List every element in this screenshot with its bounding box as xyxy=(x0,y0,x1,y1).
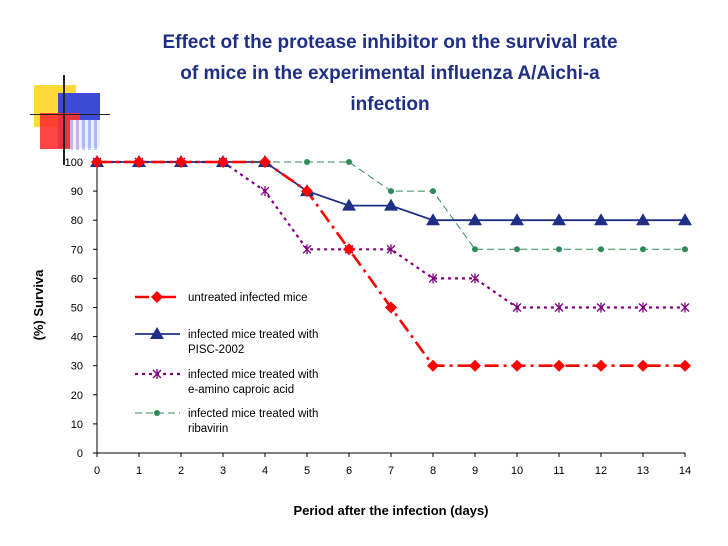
legend: untreated infected mice infected mice tre… xyxy=(135,291,318,435)
x-tick-label: 10 xyxy=(511,465,523,477)
data-point-s3-x6 xyxy=(346,159,352,165)
data-point-s2-x12 xyxy=(596,302,606,313)
data-point-s2-x7 xyxy=(386,244,396,255)
data-point-s2-x14 xyxy=(680,302,690,313)
legend-label-1: infected mice treated with xyxy=(188,329,318,341)
decor-stripes xyxy=(70,120,100,150)
data-point-s0-x1 xyxy=(133,156,145,168)
data-point-s1-x9 xyxy=(468,213,482,226)
series-line-2 xyxy=(97,160,685,309)
x-tick-label: 13 xyxy=(637,465,649,477)
chart-title-line-2: of mice in the experimental influenza A/… xyxy=(180,63,600,84)
data-point-s2-x10 xyxy=(512,302,522,313)
chart-title-line-1: Effect of the protease inhibitor on the … xyxy=(162,32,618,53)
y-tick-label: 100 xyxy=(65,157,83,169)
y-tick-label: 80 xyxy=(71,215,83,227)
x-tick-label: 7 xyxy=(388,465,394,477)
data-point-s3-x11 xyxy=(556,246,562,253)
data-point-s0-x3 xyxy=(217,156,229,168)
data-point-s3-x10 xyxy=(514,246,520,253)
data-point-s0-x4 xyxy=(259,156,271,168)
series-markers xyxy=(90,155,692,372)
data-point-s2-x9 xyxy=(470,273,480,284)
data-point-s0-x7 xyxy=(385,301,397,314)
x-tick-label: 11 xyxy=(553,465,564,477)
legend-marker-2 xyxy=(152,369,162,379)
legend-label-3: ribavirin xyxy=(188,423,228,435)
legend-label-0: untreated infected mice xyxy=(188,292,308,304)
legend-marker-3 xyxy=(154,410,160,416)
data-point-s1-x13 xyxy=(636,213,650,226)
y-tick-label: 20 xyxy=(71,390,83,402)
y-tick-label: 0 xyxy=(77,448,83,460)
data-point-s1-x7 xyxy=(384,198,398,211)
x-tick-label: 3 xyxy=(220,465,226,477)
data-point-s3-x7 xyxy=(388,188,394,195)
data-point-s2-x11 xyxy=(554,302,564,313)
data-point-s3-x8 xyxy=(430,188,436,195)
data-point-s0-x8 xyxy=(427,359,439,372)
x-tick-label: 1 xyxy=(136,465,142,477)
x-tick-label: 4 xyxy=(262,465,268,477)
chart-title-line-3: infection xyxy=(350,94,430,115)
data-point-s3-x5 xyxy=(304,159,310,165)
data-point-s2-x13 xyxy=(638,302,648,313)
legend-label-2: infected mice treated with xyxy=(188,369,318,381)
data-point-s2-x5 xyxy=(302,244,312,255)
x-tick-label: 2 xyxy=(178,465,184,477)
x-tick-label: 8 xyxy=(430,465,436,477)
y-tick-label: 30 xyxy=(71,361,83,373)
y-tick-label: 50 xyxy=(71,303,83,315)
x-tick-label: 14 xyxy=(679,465,691,477)
decor-horizontal-line xyxy=(30,114,110,115)
y-tick-label: 60 xyxy=(71,273,83,285)
data-point-s3-x13 xyxy=(640,246,646,253)
legend-marker-1 xyxy=(150,327,164,339)
data-point-s2-x8 xyxy=(428,273,438,284)
data-point-s0-x13 xyxy=(637,359,649,372)
data-point-s0-x6 xyxy=(343,243,355,256)
data-point-s1-x12 xyxy=(594,213,608,226)
data-point-s0-x14 xyxy=(679,359,691,372)
data-point-s1-x6 xyxy=(342,198,356,211)
data-point-s2-x4 xyxy=(260,186,270,197)
legend-label-3: infected mice treated with xyxy=(188,408,318,420)
data-point-s1-x11 xyxy=(552,213,566,226)
legend-label-2: e-amino caproic acid xyxy=(188,384,294,396)
data-point-s1-x10 xyxy=(510,213,524,226)
x-axis-label: Period after the infection (days) xyxy=(293,503,488,518)
data-point-s1-x8 xyxy=(426,213,440,226)
data-point-s1-x14 xyxy=(678,213,692,226)
data-point-s0-x0 xyxy=(91,156,103,168)
x-tick-label: 6 xyxy=(346,465,352,477)
y-axis-label: (%) Surviva xyxy=(31,269,46,341)
x-tick-label: 5 xyxy=(304,465,310,477)
y-tick-label: 10 xyxy=(71,419,83,431)
legend-label-1: PISC-2002 xyxy=(188,344,244,356)
x-tick-label: 12 xyxy=(595,465,607,477)
data-point-s3-x14 xyxy=(682,246,688,253)
x-tick-label: 0 xyxy=(94,465,100,477)
data-point-s0-x9 xyxy=(469,359,481,372)
y-tick-label: 90 xyxy=(71,186,83,198)
x-tick-label: 9 xyxy=(472,465,478,477)
data-point-s0-x12 xyxy=(595,359,607,372)
y-tick-label: 40 xyxy=(71,332,83,344)
data-point-s0-x5 xyxy=(301,185,313,198)
data-point-s0-x11 xyxy=(553,359,565,372)
data-point-s0-x2 xyxy=(175,156,187,168)
data-point-s3-x12 xyxy=(598,246,604,253)
legend-marker-0 xyxy=(151,291,163,303)
y-tick-label: 70 xyxy=(71,244,83,256)
data-point-s3-x9 xyxy=(472,246,478,253)
decor-vertical-line xyxy=(63,75,65,165)
data-point-s0-x10 xyxy=(511,359,523,372)
